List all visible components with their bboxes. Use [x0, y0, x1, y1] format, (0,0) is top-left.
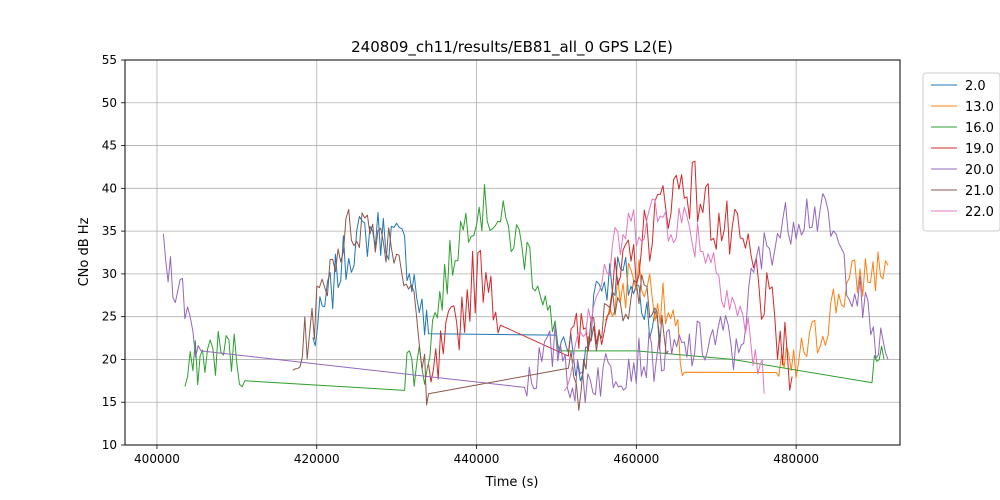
legend-label: 16.0 — [965, 121, 994, 136]
plot-series — [162, 160, 889, 411]
series-line-13-0 — [604, 251, 889, 379]
x-tick-label: 420000 — [294, 452, 340, 466]
y-tick-label: 20 — [102, 352, 117, 366]
y-tick-label: 25 — [102, 310, 117, 324]
x-tick-label: 400000 — [134, 452, 180, 466]
series-line-20-0 — [162, 193, 889, 404]
legend-label: 19.0 — [965, 142, 994, 157]
legend-label: 21.0 — [965, 184, 994, 199]
y-tick-label: 40 — [102, 181, 117, 195]
axes-frame — [124, 59, 901, 446]
x-tick-label: 460000 — [613, 452, 659, 466]
axis-ticks: 400000 420000 440000 460000 480000 10 15 20 25 30… — [102, 53, 819, 466]
legend-label: 13.0 — [965, 100, 994, 115]
x-tick-label: 440000 — [454, 452, 500, 466]
y-tick-label: 50 — [102, 96, 117, 110]
y-tick-label: 35 — [102, 224, 117, 238]
series-line-2-0 — [312, 211, 661, 382]
x-tick-label: 480000 — [773, 452, 819, 466]
y-tick-label: 10 — [102, 438, 117, 452]
y-tick-label: 45 — [102, 139, 117, 153]
legend-label: 20.0 — [965, 163, 994, 178]
y-axis-label: CNo dB Hz — [77, 217, 92, 286]
legend: 2.0 13.0 16.0 19.0 20.0 21.0 22.0 — [922, 72, 1000, 232]
series-line-22-0 — [563, 198, 765, 394]
y-tick-label: 15 — [102, 395, 117, 409]
legend-label: 22.0 — [965, 205, 994, 220]
y-tick-label: 30 — [102, 267, 117, 281]
y-tick-label: 55 — [102, 53, 117, 67]
series-line-16-0 — [184, 184, 885, 391]
x-axis-label: Time (s) — [485, 475, 539, 490]
series-line-21-0 — [292, 208, 669, 411]
legend-box — [922, 72, 1000, 232]
series-line-19-0 — [428, 160, 793, 391]
chart-title: 240809_ch11/results/EB81_all_0 GPS L2(E) — [351, 38, 673, 57]
legend-label: 2.0 — [965, 79, 986, 94]
